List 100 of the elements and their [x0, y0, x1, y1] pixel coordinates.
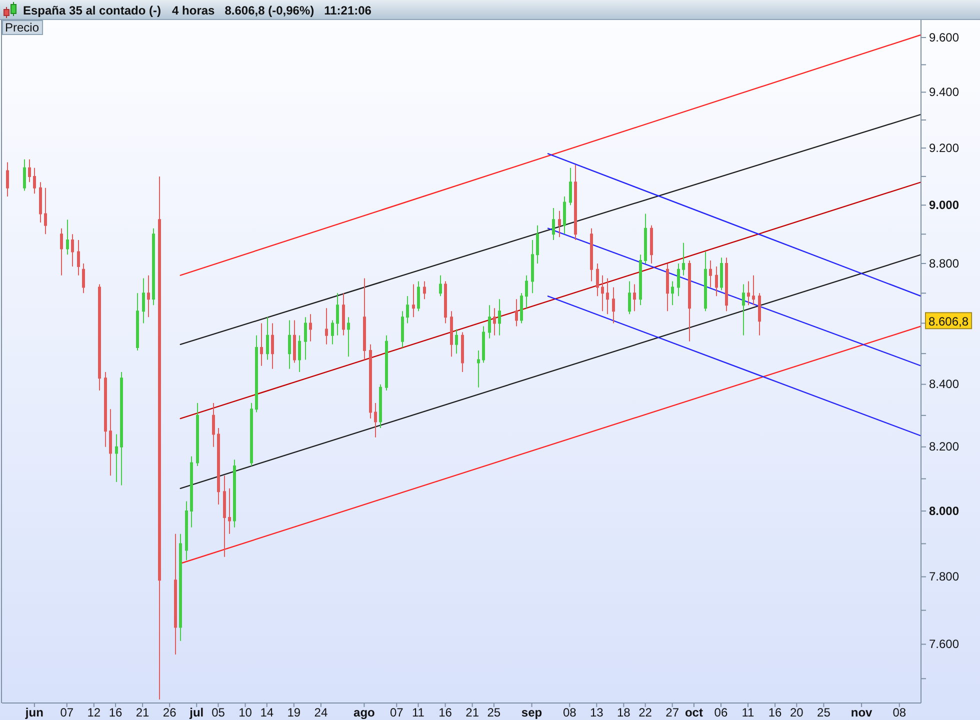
- x-tick-label: 25: [487, 706, 501, 720]
- candlestick: [444, 280, 447, 324]
- candlestick: [677, 263, 680, 297]
- candlestick: [325, 308, 328, 345]
- candlestick: [574, 164, 577, 240]
- candlestick: [66, 219, 69, 256]
- candlestick: [606, 278, 609, 315]
- candlestick: [450, 310, 453, 358]
- candlestick: [152, 228, 155, 306]
- candlestick: [298, 334, 301, 372]
- candlestick: [196, 402, 199, 466]
- candlestick: [255, 334, 258, 413]
- x-tick-label: jul: [188, 706, 204, 720]
- annotation: Precio: [5, 20, 40, 34]
- x-tick-label: 07: [390, 706, 404, 720]
- candlestick: [266, 316, 269, 360]
- candlestick: [417, 280, 420, 312]
- candlestick: [77, 240, 80, 276]
- candlestick: [666, 263, 669, 312]
- x-tick-label: 26: [162, 706, 177, 720]
- candlestick: [439, 274, 442, 297]
- x-tick-label: 19: [287, 706, 301, 720]
- candlestick: [520, 292, 523, 324]
- x-tick-label: 08: [562, 706, 577, 720]
- candlestick: [493, 308, 496, 336]
- candlestick: [612, 286, 615, 324]
- candlestick: [688, 260, 691, 342]
- x-tick-label: 21: [466, 706, 480, 720]
- candlestick: [136, 292, 139, 352]
- candlestick: [104, 371, 107, 448]
- chart-title: España 35 al contado (-): [23, 4, 162, 18]
- candlestick: [331, 320, 334, 345]
- candlestick: [217, 427, 220, 506]
- text: 8.606,8: [928, 314, 969, 329]
- candlestick: [223, 475, 226, 558]
- candlestick: [747, 280, 750, 306]
- candlestick: [488, 304, 491, 339]
- x-tick-label: ago: [354, 706, 375, 720]
- candlestick: [461, 332, 464, 372]
- candlestick: [260, 322, 263, 366]
- candlestick: [147, 274, 150, 318]
- candlestick: [179, 533, 182, 642]
- x-tick-label: 27: [666, 706, 680, 720]
- x-tick-label: sep: [521, 706, 542, 720]
- candlestick: [558, 210, 561, 238]
- y-tick-label: 8.800: [929, 256, 960, 270]
- candlestick: [212, 402, 215, 448]
- candlestick: [498, 298, 501, 336]
- x-tick-label: 05: [212, 706, 226, 720]
- candlestick: [190, 456, 193, 528]
- candlestick: [477, 350, 480, 388]
- y-tick-label: 9.000: [929, 198, 960, 212]
- candlestick: [536, 224, 539, 264]
- candlestick: [423, 280, 426, 300]
- y-tick-label: 8.000: [929, 504, 960, 518]
- candlestick: [233, 459, 236, 528]
- x-tick-label: 06: [714, 706, 728, 720]
- x-tick-label: 24: [314, 706, 328, 720]
- x-tick-label: 11: [742, 706, 755, 720]
- candlestick: [82, 263, 85, 294]
- candlestick: [33, 167, 36, 194]
- x-tick-label: jun: [24, 706, 44, 720]
- candlestick: [650, 224, 653, 264]
- candlestick: [347, 316, 350, 358]
- candlestick: [23, 158, 26, 192]
- candlestick: [363, 278, 366, 360]
- candlestick: [293, 320, 296, 364]
- x-tick-label: 22: [638, 706, 652, 720]
- candlestick: [342, 292, 345, 336]
- candlestick: [709, 260, 712, 288]
- candlestick: [98, 284, 101, 392]
- candlestick: [158, 176, 161, 700]
- candlestick: [704, 251, 707, 312]
- y-tick-label: 7.600: [929, 637, 960, 652]
- x-tick-label: 16: [108, 706, 123, 720]
- candlestick: [682, 242, 685, 276]
- x-tick-label: 13: [590, 706, 604, 720]
- candlestick: [71, 234, 74, 267]
- candlestick: [336, 292, 339, 336]
- candlestick: [515, 298, 518, 327]
- x-tick-label: 12: [87, 706, 101, 720]
- candlestick: [715, 266, 718, 297]
- x-tick-label: 08: [892, 706, 906, 720]
- chart-subtitle: 4 horas 8.606,8 (-0,96%) 11:21:06: [172, 4, 372, 18]
- x-tick-label: 21: [136, 706, 150, 720]
- candlestick: [120, 371, 123, 486]
- x-tick-label: 16: [768, 706, 782, 720]
- x-tick-label: 16: [438, 706, 452, 720]
- candlestick: [401, 310, 404, 348]
- x-tick-label: 18: [616, 706, 631, 720]
- candlestick: [563, 196, 566, 235]
- candlestick: [596, 263, 599, 297]
- candlestick: [379, 384, 382, 428]
- x-tick-label: 07: [60, 706, 74, 720]
- candlestick: [228, 488, 231, 534]
- y-tick-label: 9.600: [929, 30, 960, 44]
- candlestick: [552, 208, 555, 240]
- candlestick: [725, 257, 728, 312]
- x-tick-label: 20: [790, 706, 804, 720]
- candlestick: [309, 314, 312, 342]
